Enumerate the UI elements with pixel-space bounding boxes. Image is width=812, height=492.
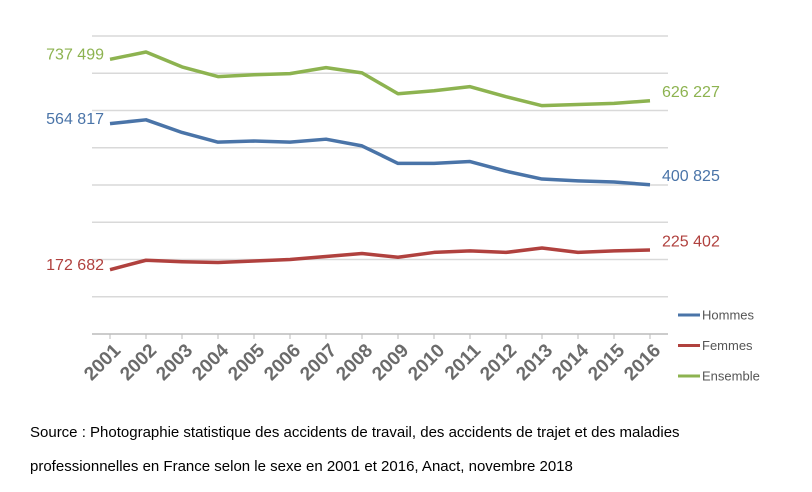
x-tick-label: 2003 <box>152 340 197 385</box>
legend-label: Ensemble <box>702 368 760 383</box>
x-tick-label: 2006 <box>260 340 305 385</box>
value-label: 737 499 <box>46 47 104 64</box>
series-line <box>109 118 651 187</box>
value-label: 225 402 <box>662 233 720 250</box>
value-label: 626 227 <box>662 84 720 101</box>
x-tick-label: 2010 <box>404 340 449 385</box>
source-line: professionnelles en France selon le sexe… <box>30 458 573 475</box>
x-tick-label: 2014 <box>548 340 593 385</box>
x-tick-label: 2007 <box>296 340 341 385</box>
value-label: 172 682 <box>46 257 104 274</box>
value-label: 564 817 <box>46 111 104 128</box>
legend-label: Femmes <box>702 338 753 353</box>
series-line <box>109 50 651 108</box>
x-tick-label: 2009 <box>368 340 413 385</box>
x-tick-label: 2012 <box>476 340 521 385</box>
x-tick-label: 2013 <box>512 340 557 385</box>
series-line <box>109 246 651 272</box>
x-tick-label: 2004 <box>188 340 233 385</box>
source-line: Source : Photographie statistique des ac… <box>30 424 680 441</box>
x-tick-label: 2002 <box>116 340 161 385</box>
legend-label: Hommes <box>702 307 755 322</box>
x-tick-label: 2005 <box>224 340 269 385</box>
value-label: 400 825 <box>662 168 720 185</box>
x-tick-label: 2015 <box>584 340 629 385</box>
x-tick-label: 2001 <box>80 340 125 385</box>
x-tick-label: 2008 <box>332 340 377 385</box>
x-tick-label: 2016 <box>620 340 665 385</box>
x-tick-label: 2011 <box>441 340 485 384</box>
